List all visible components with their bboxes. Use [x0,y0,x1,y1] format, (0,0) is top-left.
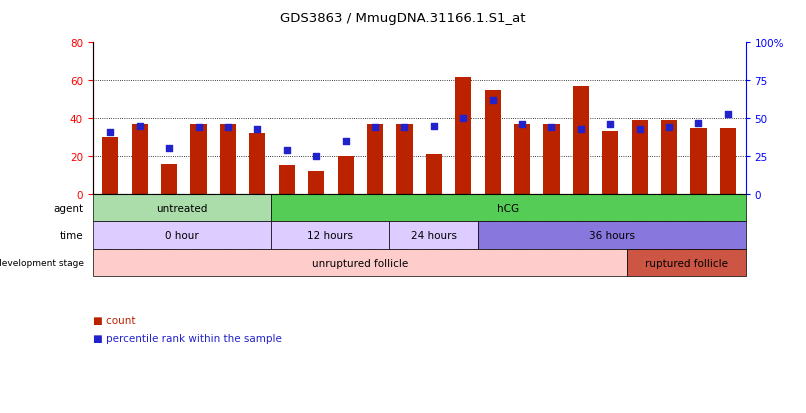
Point [222,125,235,131]
Text: ■ percentile rank within the sample: ■ percentile rank within the sample [93,334,281,344]
Point [192,125,205,131]
Point [457,116,470,122]
Point [692,120,705,127]
Bar [93,195,271,222]
Bar [220,125,236,195]
Point [427,123,440,130]
Text: ruptured follicle: ruptured follicle [645,258,728,268]
Bar [338,157,354,195]
Bar [691,128,707,195]
Bar [661,121,677,195]
Point [545,125,558,131]
Text: ■ count: ■ count [93,315,135,325]
Bar [602,132,618,195]
Point [310,153,322,160]
Bar [271,195,746,222]
Bar [514,125,530,195]
Text: 0 hour: 0 hour [165,230,198,240]
Point [280,147,293,154]
Bar [249,134,265,195]
Text: development stage: development stage [0,259,84,268]
Point [663,125,675,131]
Bar [455,77,472,195]
Bar [131,125,147,195]
Point [339,138,352,145]
Text: time: time [60,230,84,240]
Point [516,121,529,128]
Bar [389,222,479,249]
Point [368,125,381,131]
Text: untreated: untreated [156,203,207,213]
Bar [93,222,271,249]
Point [104,129,117,136]
Bar [543,125,559,195]
Bar [308,172,324,195]
Bar [573,87,589,195]
Text: agent: agent [54,203,84,213]
Bar [102,138,118,195]
Text: unruptured follicle: unruptured follicle [312,258,408,268]
Point [251,126,264,133]
Text: 24 hours: 24 hours [411,230,457,240]
Point [721,111,734,118]
Point [398,125,411,131]
Bar [93,249,627,277]
Bar [367,125,383,195]
Point [486,97,499,104]
Bar [720,128,736,195]
Point [634,126,646,133]
Bar [632,121,648,195]
Bar [397,125,413,195]
Bar [271,222,389,249]
Point [575,126,588,133]
Point [163,146,176,152]
Bar [479,222,746,249]
Bar [627,249,746,277]
Bar [279,166,295,195]
Bar [426,155,442,195]
Bar [484,90,501,195]
Point [604,121,617,128]
Point [133,123,146,130]
Bar [161,164,177,195]
Text: 36 hours: 36 hours [589,230,635,240]
Text: GDS3863 / MmugDNA.31166.1.S1_at: GDS3863 / MmugDNA.31166.1.S1_at [280,12,526,25]
Text: hCG: hCG [497,203,519,213]
Bar [190,125,206,195]
Text: 12 hours: 12 hours [307,230,353,240]
